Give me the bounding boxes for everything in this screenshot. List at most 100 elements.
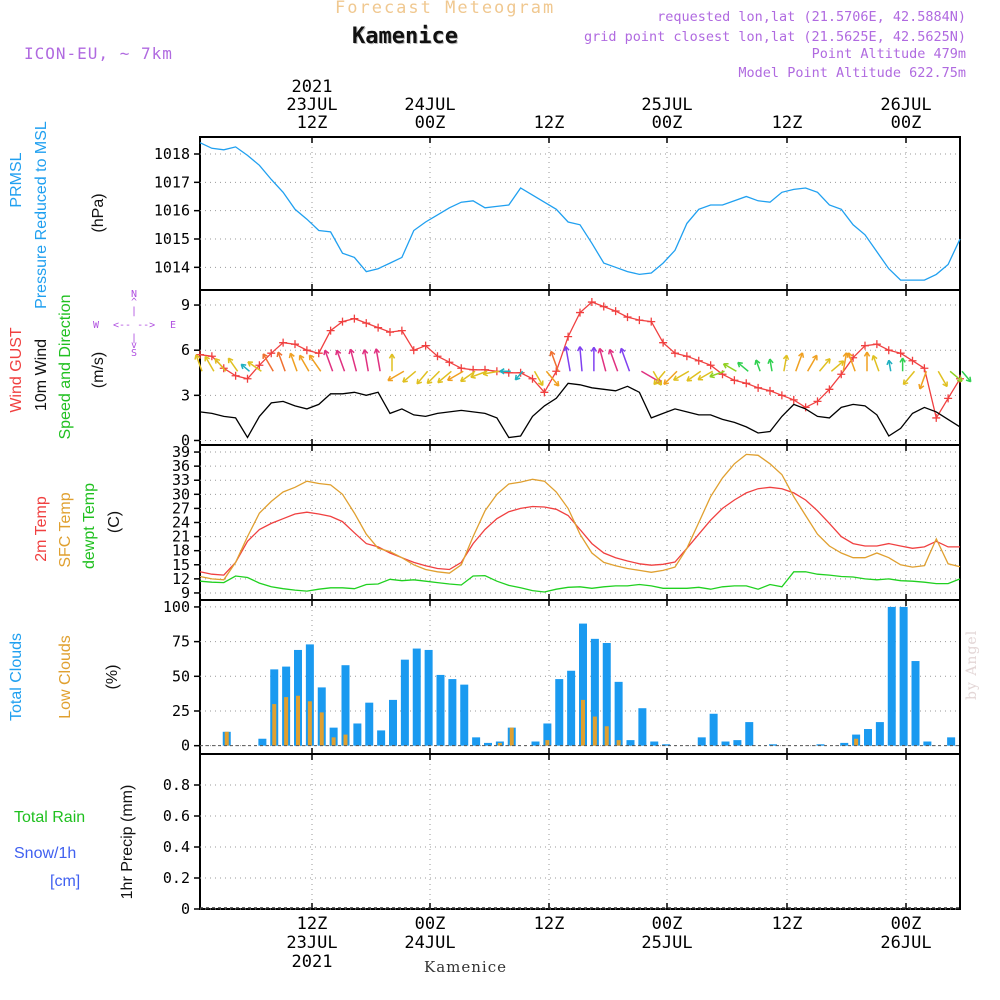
wind-arrow-head xyxy=(942,381,948,388)
gust-marker xyxy=(908,356,917,365)
wind-arrow-head xyxy=(607,348,615,355)
bottom-date-label: 23JUL xyxy=(286,933,337,953)
total-cloud-bar xyxy=(389,699,397,746)
gust-marker xyxy=(861,341,869,350)
wind-arrow xyxy=(919,371,928,390)
low-cloud-bar xyxy=(331,737,336,746)
wind-arrow xyxy=(620,348,631,372)
total-cloud-bar xyxy=(816,744,825,746)
wind-arrow-head xyxy=(965,376,972,383)
gust-marker xyxy=(896,349,905,358)
wind-arrow-head xyxy=(737,361,743,368)
wind-arrow xyxy=(437,370,452,384)
compass-ew-line: <-- --> xyxy=(113,320,156,331)
wind-arrow xyxy=(349,349,358,372)
y-tick-label: 3 xyxy=(181,386,190,404)
bottom-hour-label: 12Z xyxy=(772,914,803,934)
wind-arrow xyxy=(324,349,334,372)
wind-arrow-head xyxy=(227,357,234,364)
wind-arrow-head xyxy=(549,350,556,357)
y-tick-label: 6 xyxy=(181,341,190,359)
total-cloud-bar xyxy=(258,738,267,746)
total-cloud-bar xyxy=(864,729,872,746)
series-line-10m-wind xyxy=(199,382,961,439)
wind-arrow xyxy=(240,363,250,372)
top-hour-label: 12Z xyxy=(297,113,328,133)
low-cloud-bar xyxy=(592,716,597,746)
total-cloud-bar xyxy=(531,741,540,746)
wind-arrow xyxy=(195,354,203,372)
bottom-hour-label: 12Z xyxy=(297,914,328,934)
y-tick-label: 39 xyxy=(172,443,190,461)
top-year-label: 2021 xyxy=(292,77,333,97)
wind-arrow-head xyxy=(402,377,408,383)
wind-compass: N ^ | W <-- --> E | v S xyxy=(89,289,179,359)
total-rain-label: Total Rain xyxy=(14,809,86,826)
y-tick-label: 0.2 xyxy=(163,869,190,887)
wind-arrow-head xyxy=(653,379,660,386)
wind-arrow-head xyxy=(576,346,584,352)
wind-arrow xyxy=(755,359,761,372)
gust-marker xyxy=(350,314,359,323)
wind-arrow-head xyxy=(416,378,423,385)
gust-marker xyxy=(647,317,656,326)
top-hour-label: 12Z xyxy=(772,113,803,133)
wind-arrow xyxy=(375,348,381,372)
clouds-panel: 0 25 50 75 100 xyxy=(163,598,961,755)
series-line-prmsl xyxy=(199,142,961,281)
gust-marker xyxy=(326,326,335,335)
wind-arrow xyxy=(847,352,856,372)
wind-arrow-head xyxy=(663,379,670,386)
total-cloud-bar xyxy=(733,740,742,746)
wind-arrow xyxy=(783,354,788,372)
wind-arrow-head xyxy=(957,376,963,383)
gust-marker xyxy=(694,356,703,365)
compass-e: E xyxy=(170,320,177,331)
top-hour-label: 00Z xyxy=(652,113,683,133)
y-tick-label: 1014 xyxy=(154,258,190,276)
gust-marker xyxy=(243,374,252,383)
total-cloud-bar xyxy=(887,606,896,746)
top-hour-label: 12Z xyxy=(534,113,565,133)
y-tick-label: 0 xyxy=(181,737,190,755)
gust-marker xyxy=(397,326,406,335)
low-cloud-bar xyxy=(284,697,289,746)
top-date-label: 24JUL xyxy=(404,95,455,115)
wind-arrow xyxy=(533,370,544,386)
wind-arrow xyxy=(872,355,880,372)
compass-n: N xyxy=(131,289,138,300)
wind-arrow xyxy=(737,361,749,372)
wind-arrow xyxy=(426,370,441,384)
wind-arrow xyxy=(482,370,500,375)
wind-arrow xyxy=(447,370,464,381)
total-cloud-bar xyxy=(626,740,635,746)
total-cloud-bar xyxy=(353,723,362,746)
wind-arrow-head xyxy=(276,351,283,358)
low-cloud-bar xyxy=(509,727,514,746)
y-tick-label: 0.8 xyxy=(163,776,190,794)
gust-marker xyxy=(872,340,881,349)
wind-arrow xyxy=(277,351,286,372)
series-line-sfc-temp xyxy=(199,453,961,581)
bottom-date-label: 24JUL xyxy=(404,933,455,953)
gust-marker xyxy=(564,332,573,341)
wind-arrow xyxy=(402,370,417,383)
low-cloud-bar xyxy=(604,726,609,746)
total-cloud-bar xyxy=(662,744,671,746)
wind-arrow-head xyxy=(499,368,505,375)
gust-marker xyxy=(409,346,418,355)
wind-arrow xyxy=(247,361,262,372)
wind-arrow-head xyxy=(373,348,381,354)
wind-arrow xyxy=(937,370,948,387)
wind-arrow xyxy=(902,370,916,385)
total-cloud-bar xyxy=(579,623,587,746)
wind-arrow xyxy=(299,354,310,372)
y-tick-label: 36 xyxy=(172,457,190,475)
low-cloud-bar xyxy=(319,712,324,746)
total-cloud-bar xyxy=(567,670,576,746)
gust-marker xyxy=(884,346,893,355)
series-line-dewpt-temp xyxy=(199,571,961,593)
wind-arrow-head xyxy=(899,357,906,363)
